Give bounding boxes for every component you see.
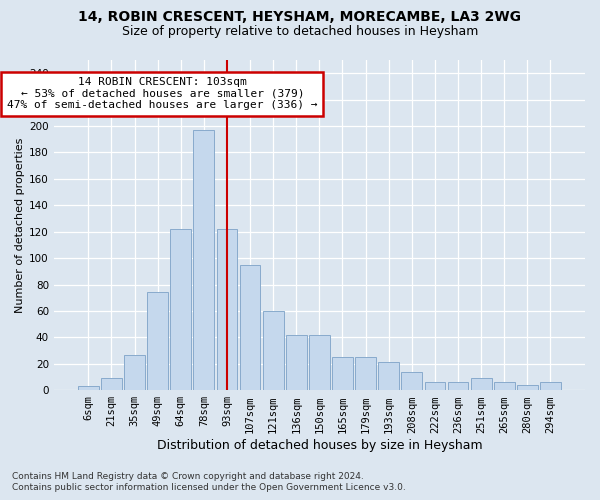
Bar bbox=[101, 378, 122, 390]
Bar bbox=[355, 357, 376, 390]
Bar bbox=[332, 357, 353, 390]
Bar bbox=[217, 229, 238, 390]
Bar bbox=[540, 382, 561, 390]
Bar bbox=[147, 292, 168, 390]
Bar bbox=[471, 378, 491, 390]
Bar bbox=[78, 386, 99, 390]
Bar bbox=[193, 130, 214, 390]
Bar bbox=[286, 334, 307, 390]
Text: 14, ROBIN CRESCENT, HEYSHAM, MORECAMBE, LA3 2WG: 14, ROBIN CRESCENT, HEYSHAM, MORECAMBE, … bbox=[79, 10, 521, 24]
Bar bbox=[401, 372, 422, 390]
Bar bbox=[379, 362, 399, 390]
Text: Size of property relative to detached houses in Heysham: Size of property relative to detached ho… bbox=[122, 25, 478, 38]
Text: Contains HM Land Registry data © Crown copyright and database right 2024.: Contains HM Land Registry data © Crown c… bbox=[12, 472, 364, 481]
Bar bbox=[263, 311, 284, 390]
Bar bbox=[448, 382, 469, 390]
Text: Contains public sector information licensed under the Open Government Licence v3: Contains public sector information licen… bbox=[12, 484, 406, 492]
Bar bbox=[170, 229, 191, 390]
Bar bbox=[425, 382, 445, 390]
Bar bbox=[309, 334, 330, 390]
Bar bbox=[239, 264, 260, 390]
X-axis label: Distribution of detached houses by size in Heysham: Distribution of detached houses by size … bbox=[157, 440, 482, 452]
Bar bbox=[124, 354, 145, 390]
Bar bbox=[517, 385, 538, 390]
Y-axis label: Number of detached properties: Number of detached properties bbox=[15, 138, 25, 313]
Bar bbox=[494, 382, 515, 390]
Text: 14 ROBIN CRESCENT: 103sqm
← 53% of detached houses are smaller (379)
47% of semi: 14 ROBIN CRESCENT: 103sqm ← 53% of detac… bbox=[7, 77, 317, 110]
